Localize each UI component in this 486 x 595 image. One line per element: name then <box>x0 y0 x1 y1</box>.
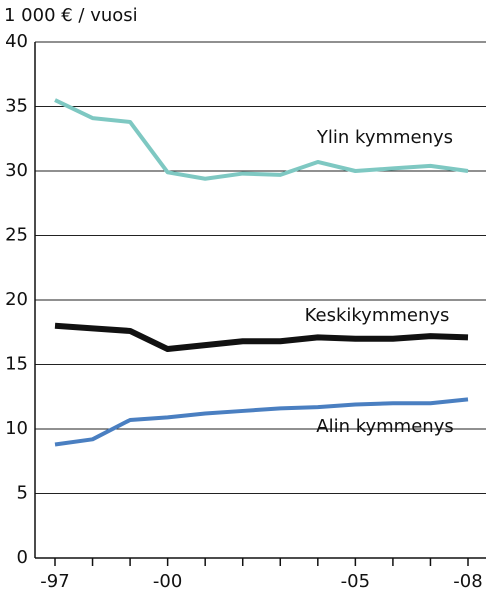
y-tick-label: 30 <box>5 160 28 181</box>
x-tick-label: -05 <box>341 571 370 592</box>
y-tick-label: 10 <box>5 418 28 439</box>
series-line <box>54 397 469 447</box>
y-tick-label: 25 <box>5 225 28 246</box>
series-label: Keskikymmenys <box>305 305 450 326</box>
y-tick-label: 0 <box>17 547 28 568</box>
series-line <box>54 98 469 181</box>
y-axis-label: 1 000 € / vuosi <box>4 5 138 26</box>
series-label: Alin kymmenys <box>316 416 453 437</box>
series-label: Ylin kymmenys <box>316 127 453 148</box>
x-tick-label: -00 <box>153 571 182 592</box>
series-line <box>54 322 469 353</box>
x-tick-label: -08 <box>453 571 482 592</box>
y-tick-label: 5 <box>17 483 28 504</box>
y-tick-label: 40 <box>5 31 28 52</box>
x-tick-label: -97 <box>40 571 69 592</box>
y-tick-label: 20 <box>5 289 28 310</box>
y-tick-label: 15 <box>5 354 28 375</box>
y-tick-label: 35 <box>5 96 28 117</box>
